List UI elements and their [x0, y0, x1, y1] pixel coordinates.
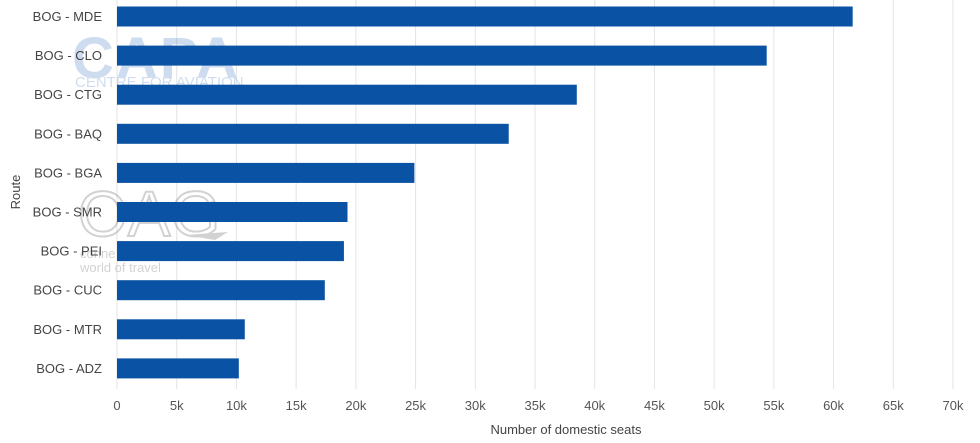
x-tick-label: 40k [584, 398, 605, 413]
category-labels: BOG - MDE BOG - CLO BOG - CTG BOG - BAQ BOG … [33, 9, 103, 376]
x-tick-label: 70k [943, 398, 964, 413]
oag-tagline-1: conne [80, 246, 115, 261]
oag-tagline-2: world of travel [79, 260, 161, 275]
x-tick-label: 0 [113, 398, 120, 413]
bar[interactable] [117, 319, 245, 340]
bars [117, 6, 853, 379]
bar[interactable] [117, 202, 348, 222]
category-label: BOG - PEI [41, 244, 102, 259]
x-axis-title: Number of domestic seats [490, 422, 642, 437]
x-tick-label: 50k [704, 398, 725, 413]
bar[interactable] [117, 241, 344, 262]
x-tick-labels: 0 5k 10k 15k 20k 25k 30k 35k 40k 45k 50k 55k 60k 65k 7… [113, 398, 964, 413]
bar[interactable] [117, 123, 509, 144]
x-tick-label: 65k [883, 398, 904, 413]
x-tick-label: 55k [763, 398, 784, 413]
category-label: BOG - SMR [33, 205, 102, 220]
x-tick-label: 35k [525, 398, 546, 413]
plane-icon [185, 232, 228, 240]
y-axis-title: Route [8, 175, 23, 210]
bar[interactable] [117, 280, 325, 301]
x-tick-label: 15k [286, 398, 307, 413]
x-tick-label: 30k [465, 398, 486, 413]
x-tick-label: 45k [644, 398, 665, 413]
category-label: BOG - MTR [33, 322, 102, 337]
bar[interactable] [117, 358, 239, 379]
category-label: BOG - CUC [33, 283, 102, 298]
category-label: BOG - CLO [35, 48, 102, 63]
bar[interactable] [117, 45, 767, 66]
category-label: BOG - CTG [34, 87, 102, 102]
x-tick-label: 60k [823, 398, 844, 413]
category-label: BOG - ADZ [36, 361, 102, 376]
x-tick-label: 10k [226, 398, 247, 413]
category-label: BOG - BAQ [34, 126, 102, 141]
category-label: BOG - MDE [33, 9, 103, 24]
category-label: BOG - BGA [34, 165, 102, 180]
bar[interactable] [117, 6, 853, 27]
x-tick-label: 5k [170, 398, 184, 413]
x-tick-label: 20k [345, 398, 366, 413]
bar[interactable] [117, 162, 415, 183]
bar[interactable] [117, 84, 577, 105]
x-tick-label: 25k [405, 398, 426, 413]
